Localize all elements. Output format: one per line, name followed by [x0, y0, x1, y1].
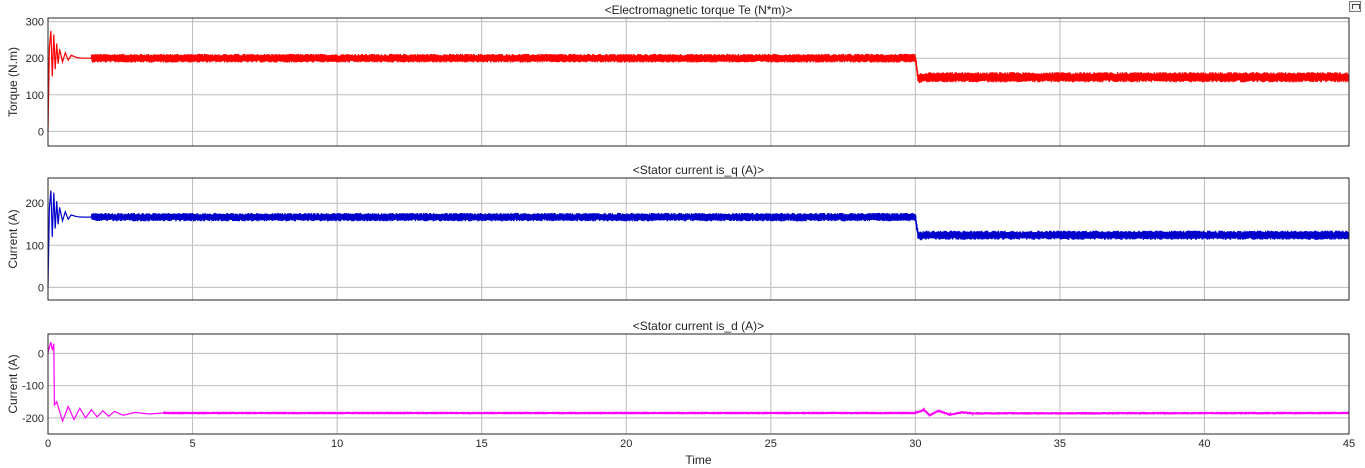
plot-area [48, 178, 1349, 300]
x-tick-label: 15 [476, 438, 488, 450]
y-tick-label: 0 [38, 348, 44, 360]
x-tick-label: 10 [331, 438, 343, 450]
y-tick-label: -100 [22, 381, 44, 393]
y-tick-label: 100 [26, 90, 44, 102]
plot-frame [47, 333, 1350, 435]
plot-title: <Stator current is_q (A)> [633, 163, 764, 177]
y-tick-label: 200 [26, 53, 44, 65]
restore-icon[interactable] [1349, 1, 1361, 12]
x-tick-label: 5 [189, 438, 195, 450]
plot-title: <Electromagnetic torque Te (N*m)> [605, 3, 793, 17]
series-line-1 [47, 190, 1350, 288]
y-tick-label: 100 [26, 240, 44, 252]
scope-panel-3: -200 -100 0 0 5 10 15 20 25 30 35 40 45 <Stator curre… [6, 319, 1355, 467]
y-tick-label: 300 [26, 17, 44, 29]
series-line-1 [47, 341, 1350, 423]
x-tick-label: 20 [620, 438, 632, 450]
y-tick-label: 0 [38, 126, 44, 138]
plot-frame [47, 17, 1350, 147]
y-tick-label: 0 [38, 282, 44, 294]
x-axis-label: Time [685, 453, 712, 467]
y-tick-label: 200 [26, 198, 44, 210]
x-tick-label: 25 [765, 438, 777, 450]
plot-area [48, 334, 1349, 434]
plot-frame [47, 177, 1350, 301]
x-tick-label: 30 [909, 438, 921, 450]
x-tick-label: 0 [45, 438, 51, 450]
scope-panel-1: 0 100 200 300 <Electromagnetic torque Te (N*… [6, 3, 1350, 147]
y-axis-label: Current (A) [6, 209, 20, 268]
y-axis-label: Current (A) [6, 354, 20, 413]
plot-area [48, 18, 1349, 146]
y-axis-label: Torque (N.m) [6, 47, 20, 117]
x-tick-label: 35 [1054, 438, 1066, 450]
x-tick-label: 40 [1198, 438, 1210, 450]
y-tick-label: -200 [22, 413, 44, 425]
plot-title: <Stator current is_d (A)> [633, 319, 764, 333]
scope-panel-2: 0 100 200 <Stator current is_q (A)> Current … [6, 163, 1350, 301]
series-line-1 [47, 30, 1350, 132]
x-tick-label: 45 [1343, 438, 1355, 450]
